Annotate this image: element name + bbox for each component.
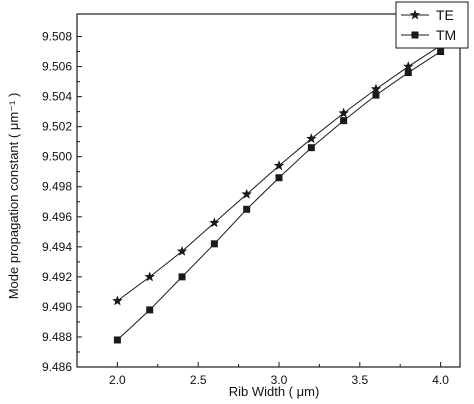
series-layer [112,40,446,344]
y-tick-label: 9.506 [42,60,72,74]
legend-label-tm: TM [436,27,456,43]
data-point-te [403,61,414,72]
data-point-te [241,188,252,199]
y-tick-label: 9.488 [42,330,72,344]
data-point-tm [113,336,121,344]
y-tick-label: 9.496 [42,210,72,224]
y-tick-label: 9.508 [42,30,72,44]
data-point-tm [146,306,154,314]
y-tick-label: 9.494 [42,240,72,254]
data-point-tm [210,240,218,248]
x-axis-title: Rib Width ( μm) [229,384,320,399]
data-point-tm [307,144,315,152]
x-tick-label: 2.5 [190,373,207,387]
data-point-te [306,133,317,144]
x-tick-label: 3.5 [351,373,368,387]
y-tick-label: 9.500 [42,150,72,164]
data-point-tm [340,117,348,125]
series-tm [113,48,445,344]
data-point-tm [178,273,186,281]
data-point-te [209,217,220,228]
y-tick-label: 9.502 [42,120,72,134]
data-point-te [370,83,382,94]
y-axis-title: Mode propagation constant ( μm⁻¹ ) [6,93,21,300]
data-point-tm [275,174,283,182]
x-tick-label: 4.0 [432,373,449,387]
y-tick-label: 9.490 [42,300,72,314]
legend: TE TM [395,1,469,49]
y-tick-label: 9.498 [42,180,72,194]
data-point-te [112,295,123,306]
data-point-te [144,271,155,282]
series-te [112,40,446,306]
legend-label-te: TE [436,7,454,23]
plot-frame [76,13,461,368]
data-point-te [338,107,349,118]
axes: 2.0 2.5 3.0 3.5 4.0 9.486 9.488 9.490 9.492 9.494… [42,13,461,387]
y-tick-label: 9.504 [42,90,72,104]
legend-box [395,1,469,49]
data-point-te [273,160,285,171]
data-point-tm [437,48,445,56]
y-tick-label: 9.492 [42,270,72,284]
y-tick-label: 9.486 [42,360,72,374]
series-line-tm [117,51,441,341]
data-point-tm [372,91,380,99]
data-point-tm [243,205,251,213]
data-point-tm [404,69,412,77]
x-tick-label: 3.0 [271,373,288,387]
legend-marker-te [409,9,421,20]
legend-marker-tm [411,31,419,39]
data-point-te [176,245,188,256]
x-tick-label: 2.0 [109,373,126,387]
